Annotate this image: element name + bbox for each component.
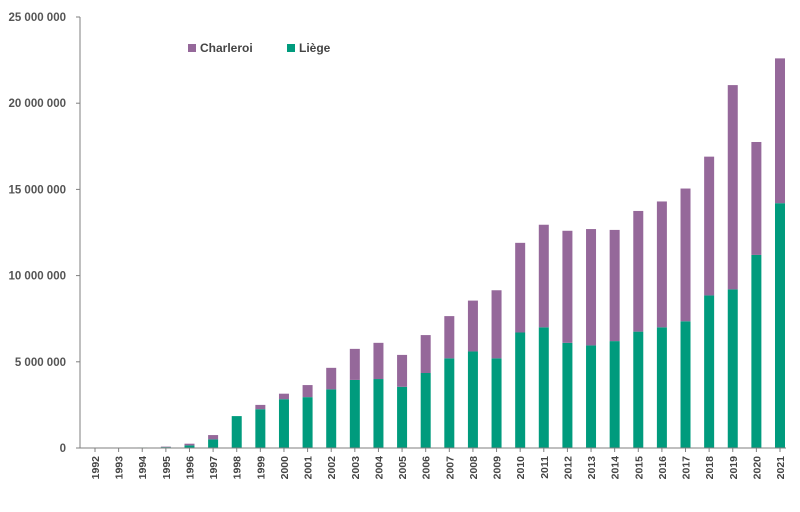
bar-liege-2018 <box>704 295 715 448</box>
bar-charleroi-2012 <box>562 230 573 343</box>
bar-liege-1997 <box>208 439 219 448</box>
x-tick-label: 1999 <box>255 456 267 480</box>
bar-charleroi-2018 <box>704 156 715 296</box>
bar-liege-2006 <box>420 373 431 448</box>
x-tick-label: 2019 <box>728 456 740 480</box>
x-tick-label: 2006 <box>421 456 433 480</box>
x-tick-label: 2005 <box>397 456 409 480</box>
x-tick-label: 1996 <box>184 456 196 480</box>
bar-liege-2002 <box>326 389 337 448</box>
x-tick-label: 2004 <box>373 456 385 480</box>
bar-charleroi-2010 <box>515 242 526 333</box>
x-tick-label: 2001 <box>303 456 315 480</box>
x-tick-label: 2017 <box>681 456 693 480</box>
x-tick-label: 2000 <box>279 456 291 480</box>
bar-charleroi-2003 <box>349 348 360 380</box>
x-tick-label: 2003 <box>350 456 362 480</box>
bar-liege-1996 <box>184 445 195 448</box>
bar-liege-2013 <box>586 345 597 448</box>
bar-charleroi-2004 <box>373 342 384 380</box>
bars-group <box>90 58 785 449</box>
bar-liege-2021 <box>775 203 785 448</box>
bar-charleroi-2011 <box>538 224 549 328</box>
bar-charleroi-2013 <box>586 229 597 346</box>
bar-charleroi-2020 <box>751 141 762 255</box>
x-tick-label: 1995 <box>161 456 173 480</box>
bar-liege-2016 <box>656 327 667 448</box>
legend: Charleroi Liège <box>188 41 331 55</box>
bar-charleroi-2005 <box>397 354 408 387</box>
bar-liege-2014 <box>609 341 620 448</box>
bar-liege-2008 <box>467 351 478 448</box>
y-tick-label: 10 000 000 <box>8 271 66 283</box>
bar-charleroi-2007 <box>444 316 455 359</box>
bar-liege-2011 <box>538 327 549 448</box>
bar-charleroi-2021 <box>775 58 785 204</box>
x-tick-label: 2020 <box>751 456 763 480</box>
y-tick-label: 0 <box>60 443 66 455</box>
x-tick-label: 2014 <box>610 456 622 480</box>
y-axis-ticks: 0 5 000 000 10 000 000 15 000 000 20 000 000… <box>8 12 80 455</box>
bar-liege-2010 <box>515 332 526 448</box>
x-tick-label: 2008 <box>468 456 480 480</box>
bar-charleroi-1997 <box>208 435 219 440</box>
legend-swatch-charleroi <box>188 44 196 52</box>
x-tick-label: 1998 <box>232 456 244 480</box>
x-tick-label: 2007 <box>444 456 456 480</box>
legend-label-charleroi: Charleroi <box>200 41 253 55</box>
x-tick-label: 2021 <box>775 456 787 480</box>
x-tick-label: 2002 <box>326 456 338 480</box>
axes <box>79 17 786 449</box>
bar-charleroi-1996 <box>184 443 195 446</box>
legend-swatch-liege <box>287 44 295 52</box>
y-tick-label: 25 000 000 <box>8 12 66 24</box>
bar-charleroi-1995 <box>160 446 171 448</box>
bar-liege-1999 <box>255 409 266 448</box>
bar-liege-2005 <box>397 386 408 448</box>
bar-liege-2001 <box>302 397 313 448</box>
bar-liege-1998 <box>231 416 242 448</box>
x-tick-label: 1994 <box>137 456 149 480</box>
bar-liege-2015 <box>633 331 644 448</box>
x-tick-label: 2012 <box>562 456 574 480</box>
x-tick-label: 2018 <box>704 456 716 480</box>
bar-liege-2009 <box>491 358 502 448</box>
bar-charleroi-2009 <box>491 290 502 359</box>
bar-charleroi-2015 <box>633 210 644 332</box>
legend-label-liege: Liège <box>299 41 331 55</box>
bar-liege-2004 <box>373 379 384 448</box>
bar-liege-2007 <box>444 358 455 448</box>
x-tick-label: 2011 <box>539 456 551 479</box>
bar-liege-2000 <box>278 399 289 448</box>
bar-charleroi-2008 <box>467 300 478 352</box>
bar-liege-2012 <box>562 342 573 448</box>
bar-charleroi-2019 <box>727 85 738 290</box>
y-tick-label: 5 000 000 <box>15 357 66 369</box>
bar-charleroi-1999 <box>255 404 266 410</box>
x-tick-label: 2016 <box>657 456 669 480</box>
bar-liege-2017 <box>680 321 691 448</box>
x-tick-label: 2015 <box>633 456 645 480</box>
bar-charleroi-2006 <box>420 335 431 374</box>
x-tick-label: 2009 <box>492 456 504 480</box>
bar-charleroi-2001 <box>302 385 313 398</box>
y-tick-label: 15 000 000 <box>8 184 66 196</box>
bar-liege-2003 <box>349 379 360 448</box>
bar-liege-2020 <box>751 254 762 448</box>
bar-charleroi-2000 <box>278 393 289 400</box>
x-tick-label: 1992 <box>90 456 102 480</box>
x-tick-label: 1997 <box>208 456 220 480</box>
x-tick-label: 2013 <box>586 456 598 480</box>
x-axis-ticks: 1992 1993 1994 1995 1996 1997 1998 1999 2000 2001… <box>90 448 787 479</box>
bar-liege-2019 <box>727 289 738 448</box>
bar-charleroi-2002 <box>326 367 337 390</box>
y-tick-label: 20 000 000 <box>8 98 66 110</box>
x-tick-label: 2010 <box>515 456 527 480</box>
bar-charleroi-2017 <box>680 188 691 322</box>
bar-charleroi-2014 <box>609 229 620 342</box>
x-tick-label: 1993 <box>114 456 126 480</box>
bar-charleroi-2016 <box>656 201 667 328</box>
